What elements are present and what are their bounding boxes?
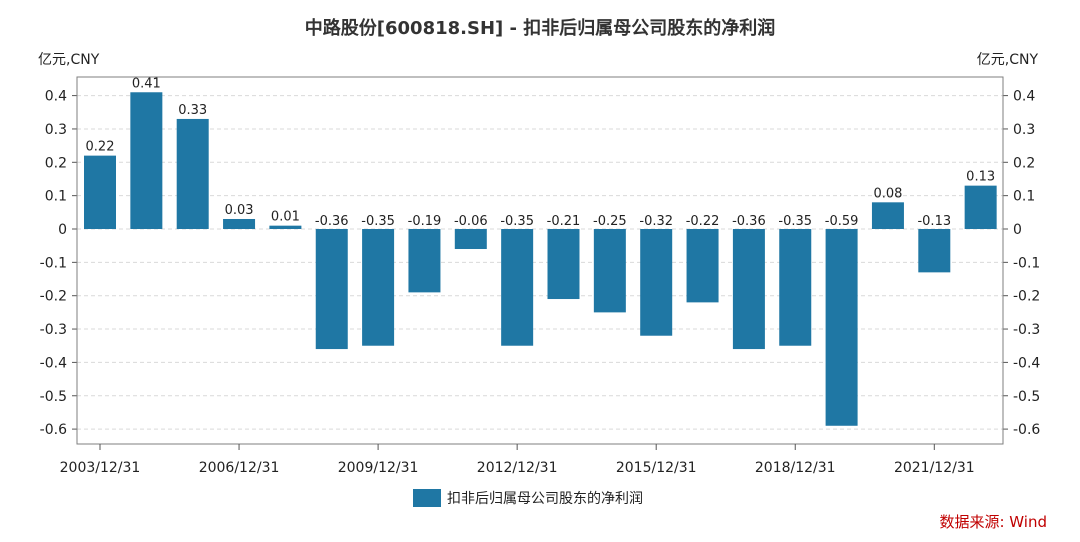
y-tick-label-left: -0.1 <box>40 255 67 271</box>
bar-2020/12/31 <box>871 202 904 229</box>
bar-2004/12/31 <box>130 92 163 229</box>
data-label: 0.01 <box>271 210 300 225</box>
bar-2021/12/31 <box>918 229 951 273</box>
legend-label: 扣非后归属母公司股东的净利润 <box>447 490 643 507</box>
source-note: 数据来源: Wind <box>939 513 1047 531</box>
data-label: -0.35 <box>778 214 812 229</box>
bar-2022/12/31 <box>964 185 997 229</box>
bar-2016/12/31 <box>686 229 719 303</box>
data-label: 0.13 <box>966 170 995 185</box>
y-tick-label-left: 0 <box>58 222 67 238</box>
x-tick-label: 2015/12/31 <box>616 460 697 476</box>
y-tick-label-right: -0.6 <box>1013 422 1040 438</box>
bar-2017/12/31 <box>732 229 765 350</box>
bar-2003/12/31 <box>84 155 116 229</box>
legend-swatch <box>413 489 441 507</box>
y-tick-label-left: -0.2 <box>40 289 67 305</box>
y-tick-label-right: -0.5 <box>1013 389 1040 405</box>
plot-frame <box>76 76 1004 445</box>
chart-title: 中路股份[600818.SH] - 扣非后归属母公司股东的净利润 <box>305 17 775 39</box>
gridlines <box>77 95 1003 430</box>
data-label: -0.35 <box>500 214 534 229</box>
y-tick-label-left: 0.2 <box>45 155 67 171</box>
y-tick-label-right: 0.3 <box>1013 122 1035 138</box>
bar-2009/12/31 <box>362 229 395 346</box>
y-tick-label-right: 0.4 <box>1013 89 1035 105</box>
bar-2018/12/31 <box>779 229 812 346</box>
bar-2006/12/31 <box>223 218 256 229</box>
x-ticks: 2003/12/31 2006/12/31 2009/12/31 2012/12/31… <box>60 460 975 476</box>
bar-2007/12/31 <box>269 225 302 229</box>
data-label: -0.32 <box>639 214 673 229</box>
data-label: -0.59 <box>825 214 859 229</box>
data-labels: 0.22 0.41 0.33 0.03 0.01 -0.36 -0.35 -0.19 -0.06… <box>86 76 996 229</box>
legend: 扣非后归属母公司股东的净利润 <box>413 489 643 507</box>
y-ticks-left: 0.4 0.3 0.2 0.1 0 -0.1 -0.2 -0.3 -0.4 -0.5 -0.6 <box>40 89 67 439</box>
x-tick-label: 2006/12/31 <box>199 460 280 476</box>
bar-2008/12/31 <box>315 229 348 350</box>
data-label: -0.19 <box>408 214 442 229</box>
bar-2015/12/31 <box>640 229 673 336</box>
data-label: 0.41 <box>132 76 161 91</box>
bar-2005/12/31 <box>176 118 209 229</box>
data-label: -0.25 <box>593 214 627 229</box>
y-tick-label-left: 0.4 <box>45 89 67 105</box>
y-tick-label-left: 0.1 <box>45 189 67 205</box>
x-tick-label: 2018/12/31 <box>755 460 836 476</box>
data-label: 0.03 <box>225 203 254 218</box>
y-tick-label-left: -0.5 <box>40 389 67 405</box>
y-tick-label-left: -0.4 <box>40 355 67 371</box>
x-tick-label: 2009/12/31 <box>338 460 419 476</box>
bar-2011/12/31 <box>454 229 487 250</box>
bar-2019/12/31 <box>825 229 858 426</box>
y-tick-label-right: -0.2 <box>1013 289 1040 305</box>
bar-2010/12/31 <box>408 229 441 293</box>
y-tick-label-left: -0.6 <box>40 422 67 438</box>
x-tick-label: 2021/12/31 <box>894 460 975 476</box>
y-tick-label-right: -0.1 <box>1013 255 1040 271</box>
y-tick-label-right: -0.3 <box>1013 322 1040 338</box>
data-label: -0.36 <box>732 214 766 229</box>
data-label: -0.21 <box>547 214 581 229</box>
y-tick-label-right: 0 <box>1013 222 1022 238</box>
bar-2014/12/31 <box>593 229 626 313</box>
data-label: 0.22 <box>86 140 115 155</box>
y-tick-label-right: 0.1 <box>1013 189 1035 205</box>
data-label: -0.35 <box>361 214 395 229</box>
data-label: 0.33 <box>178 103 207 118</box>
bars <box>84 92 997 426</box>
y-tick-label-right: 0.2 <box>1013 155 1035 171</box>
data-label: -0.36 <box>315 214 349 229</box>
data-label: 0.08 <box>873 186 902 201</box>
y-axis-unit-right: 亿元,CNY <box>977 52 1039 68</box>
y-tick-label-left: 0.3 <box>45 122 67 138</box>
axes <box>72 76 1008 450</box>
x-tick-label: 2003/12/31 <box>60 460 141 476</box>
bar-2013/12/31 <box>547 229 580 300</box>
y-axis-unit-left: 亿元,CNY <box>38 52 100 68</box>
x-tick-label: 2012/12/31 <box>477 460 558 476</box>
y-tick-label-left: -0.3 <box>40 322 67 338</box>
y-ticks-right: 0.4 0.3 0.2 0.1 0 -0.1 -0.2 -0.3 -0.4 -0.5 -0.6 <box>1013 89 1040 439</box>
bar-2012/12/31 <box>501 229 534 346</box>
y-tick-label-right: -0.4 <box>1013 355 1040 371</box>
data-label: -0.06 <box>454 214 488 229</box>
data-label: -0.22 <box>686 214 720 229</box>
data-label: -0.13 <box>917 214 951 229</box>
